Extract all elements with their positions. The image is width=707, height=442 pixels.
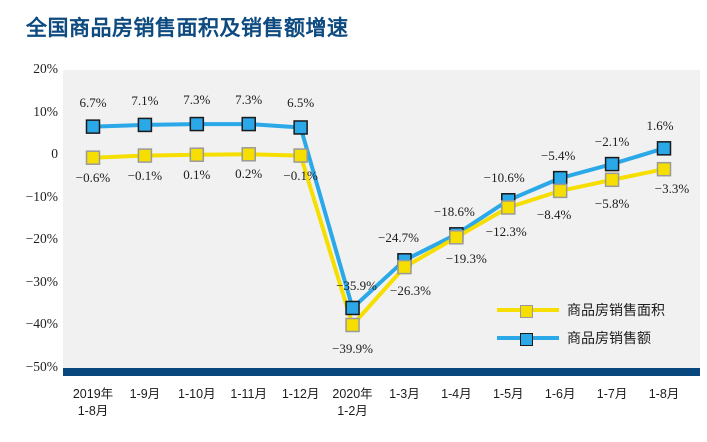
data-label-amount: 7.3% xyxy=(235,92,263,108)
x-axis-tick: 1-8月 xyxy=(648,387,680,401)
data-label-area: −5.8% xyxy=(594,195,630,211)
marker-area[interactable] xyxy=(189,147,205,162)
x-axis-tick: 1-10月 xyxy=(178,387,216,401)
data-label-area: −3.3% xyxy=(654,181,690,197)
legend-item-amount[interactable]: 商品房销售额 xyxy=(497,324,665,352)
data-label-amount: −35.9% xyxy=(336,277,377,293)
data-label-area: −0.6% xyxy=(75,169,111,185)
y-axis-tick: −10% xyxy=(25,188,58,204)
x-axis-tick: 1-11月 xyxy=(230,387,268,401)
marker-amount[interactable] xyxy=(293,120,308,135)
line-area xyxy=(91,152,666,328)
marker-area[interactable] xyxy=(293,148,308,163)
line-amount xyxy=(91,122,666,310)
marker-area[interactable] xyxy=(85,150,101,165)
y-axis-tick: 0 xyxy=(51,146,58,162)
y-axis-tick: −40% xyxy=(25,316,58,332)
data-label-amount: 1.6% xyxy=(646,118,674,134)
data-label-area: −8.4% xyxy=(536,206,572,222)
x-axis-tick: 1-3月 xyxy=(389,387,420,401)
y-axis-tick: −30% xyxy=(25,273,58,289)
marker-area[interactable] xyxy=(501,200,516,215)
baseline-bar xyxy=(63,368,700,376)
legend-label-area: 商品房销售面积 xyxy=(567,302,665,318)
marker-area[interactable] xyxy=(552,183,568,199)
x-axis-tick: 2019年 1-8月 xyxy=(72,387,114,418)
data-label-area: 0.2% xyxy=(235,166,263,182)
data-label-amount: −10.6% xyxy=(483,170,525,186)
y-axis-tick: 10% xyxy=(33,103,58,119)
data-label-area: 0.1% xyxy=(183,166,211,182)
x-axis-tick: 2020年 1-2月 xyxy=(332,387,373,418)
legend-label-amount: 商品房销售额 xyxy=(567,330,651,346)
data-label-amount: 7.1% xyxy=(131,92,159,108)
marker-area[interactable] xyxy=(137,148,153,163)
marker-amount[interactable] xyxy=(552,170,568,186)
legend-swatch-area xyxy=(497,302,559,318)
marker-amount[interactable] xyxy=(189,116,205,132)
data-label-amount: 6.7% xyxy=(79,94,107,110)
data-label-area: −19.3% xyxy=(445,251,487,267)
x-axis-tick: 1-12月 xyxy=(281,387,320,401)
data-label-amount: 7.3% xyxy=(183,92,211,108)
data-label-area: −0.1% xyxy=(127,167,163,183)
data-label-area: −39.9% xyxy=(332,341,373,356)
data-label-amount: 6.5% xyxy=(287,95,315,111)
data-label-area: −0.1% xyxy=(283,167,318,183)
marker-amount[interactable] xyxy=(656,141,672,156)
marker-area[interactable] xyxy=(449,230,464,245)
marker-area[interactable] xyxy=(345,317,360,333)
marker-amount[interactable] xyxy=(604,156,620,172)
marker-amount[interactable] xyxy=(85,119,101,134)
y-axis-tick: 20% xyxy=(33,61,58,76)
data-label-amount: −18.6% xyxy=(433,204,475,220)
data-label-amount: −5.4% xyxy=(540,148,576,164)
marker-amount[interactable] xyxy=(241,116,256,132)
x-axis-tick: 1-4月 xyxy=(441,387,472,401)
marker-area[interactable] xyxy=(241,147,256,162)
page-title: 全国商品房销售面积及销售额增速 xyxy=(26,17,349,40)
x-axis-tick: 1-7月 xyxy=(596,387,628,401)
legend-swatch-amount xyxy=(497,330,559,346)
marker-area[interactable] xyxy=(397,259,412,275)
legend: 商品房销售面积 商品房销售额 xyxy=(497,296,665,352)
data-label-area: −26.3% xyxy=(389,283,431,299)
x-axis-tick: 1-9月 xyxy=(129,387,161,401)
plot-area xyxy=(63,70,700,368)
x-axis-tick: 1-6月 xyxy=(544,387,576,401)
y-axis: 20% 10% 0 −10% −20% −30% −40% −50% xyxy=(0,0,58,442)
marker-area[interactable] xyxy=(604,172,620,188)
legend-item-area[interactable]: 商品房销售面积 xyxy=(497,296,665,324)
x-axis-tick: 1-5月 xyxy=(492,387,524,401)
marker-amount[interactable] xyxy=(137,117,153,133)
y-axis-tick: −50% xyxy=(25,359,58,374)
data-label-amount: −2.1% xyxy=(594,134,630,150)
data-label-area: −12.3% xyxy=(485,223,527,239)
marker-amount[interactable] xyxy=(345,300,360,316)
marker-area[interactable] xyxy=(656,161,672,177)
data-label-amount: −24.7% xyxy=(377,230,419,246)
y-axis-tick: −20% xyxy=(25,231,58,247)
